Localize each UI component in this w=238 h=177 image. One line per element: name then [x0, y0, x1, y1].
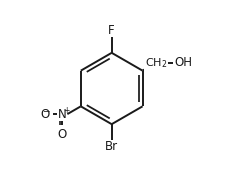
- Text: CH$_2$: CH$_2$: [145, 56, 167, 70]
- Text: +: +: [63, 106, 69, 115]
- Text: −: −: [42, 106, 50, 115]
- Text: O: O: [40, 108, 50, 121]
- Text: F: F: [108, 24, 115, 37]
- Text: N: N: [58, 108, 67, 121]
- Text: O: O: [58, 128, 67, 141]
- Text: Br: Br: [105, 140, 118, 153]
- Text: OH: OH: [174, 56, 192, 69]
